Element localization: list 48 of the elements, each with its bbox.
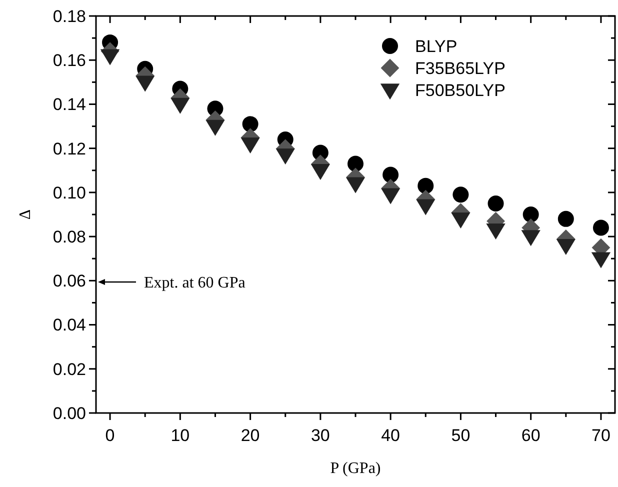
point: [348, 156, 364, 172]
x-tick-label: 60: [521, 426, 540, 445]
y-tick-label: 0.12: [52, 139, 86, 158]
point: [418, 178, 434, 194]
point: [310, 164, 330, 180]
point: [452, 186, 469, 203]
y-tick-label: 0.16: [52, 51, 86, 70]
point: [556, 238, 576, 255]
point: [382, 166, 399, 183]
x-tick-label: 70: [592, 426, 610, 445]
point: [206, 120, 225, 136]
point: [416, 199, 436, 216]
point: [488, 195, 504, 212]
y-tick-label: 0.14: [52, 95, 86, 114]
y-tick-label: 0.08: [52, 228, 86, 247]
point: [100, 49, 120, 66]
point: [346, 177, 366, 194]
point: [522, 206, 539, 222]
point: [592, 220, 609, 236]
point: [521, 230, 540, 246]
point: [486, 224, 506, 240]
x-tick-label: 20: [240, 426, 260, 445]
y-tick-label: 0.00: [52, 404, 86, 423]
x-tick-label: 10: [170, 426, 190, 445]
point: [276, 148, 295, 165]
point: [240, 138, 260, 154]
point: [591, 252, 611, 268]
x-tick-label: 0: [105, 426, 115, 445]
point: [380, 188, 400, 204]
y-tick-label: 0.02: [52, 360, 86, 379]
y-tick-label: 0.06: [52, 272, 86, 291]
point: [170, 98, 190, 114]
legend-label: BLYP: [415, 36, 458, 56]
x-tick-label: 40: [381, 426, 400, 445]
annotation: Expt. at 60 GPa: [144, 274, 246, 292]
x-tick-label: 30: [310, 426, 330, 445]
y-tick-label: 0.18: [52, 6, 86, 26]
point: [135, 76, 155, 92]
legend-label: F50B50LYP: [415, 80, 506, 100]
legend-label: F35B65LYP: [415, 58, 506, 78]
x-tick-label: 50: [451, 426, 470, 445]
x-axis-title: P (GPa): [330, 460, 381, 477]
y-tick-label: 0.04: [52, 316, 86, 335]
point: [242, 116, 258, 132]
y-axis-title: Δ: [17, 209, 34, 220]
y-tick-label: 0.10: [52, 183, 86, 202]
point: [558, 210, 574, 227]
point: [451, 212, 470, 229]
